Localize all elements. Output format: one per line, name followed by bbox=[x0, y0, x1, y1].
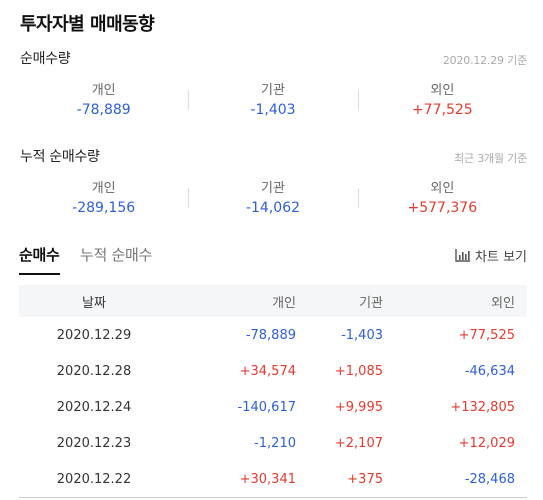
header-foreign: 외인 bbox=[491, 295, 515, 311]
row-institution: +2,107 bbox=[334, 435, 383, 451]
cumulative-institution: 기관 -14,062 bbox=[188, 176, 357, 220]
cumulative-volume-date: 최근 3개월 기준 bbox=[454, 152, 527, 165]
cumulative-volume-summary: 개인 -289,156 기관 -14,062 외인 +577,376 bbox=[19, 176, 527, 220]
row-foreign: -46,634 bbox=[464, 363, 515, 379]
summary-label: 기관 bbox=[261, 83, 285, 98]
tab-cumulative-net-buy[interactable]: 누적 순매수 bbox=[80, 246, 152, 264]
table-row: 2020.12.24 -140,617 +9,995 +132,805 bbox=[19, 389, 527, 425]
row-individual: -140,617 bbox=[237, 399, 296, 415]
tab-bar: 순매수 누적 순매수 차트 보기 bbox=[19, 240, 527, 275]
tab-net-buy[interactable]: 순매수 bbox=[19, 244, 60, 275]
row-date: 2020.12.22 bbox=[56, 471, 132, 487]
cumulative-volume-title: 누적 순매수량 bbox=[20, 149, 100, 165]
summary-value: -1,403 bbox=[250, 102, 296, 118]
summary-value: +77,525 bbox=[411, 102, 473, 118]
row-individual: -78,889 bbox=[245, 327, 296, 343]
table-row: 2020.12.29 -78,889 -1,403 +77,525 bbox=[19, 317, 527, 353]
row-institution: -1,403 bbox=[341, 327, 383, 343]
summary-individual: 개인 -78,889 bbox=[19, 78, 188, 122]
row-foreign: -28,468 bbox=[464, 471, 515, 487]
summary-label: 외인 bbox=[430, 83, 455, 98]
trading-table: 날짜 개인 기관 외인 2020.12.29 -78,889 -1,403 +77,5… bbox=[19, 285, 527, 498]
table-bottom-border bbox=[19, 497, 527, 498]
summary-label: 개인 bbox=[91, 83, 116, 98]
row-date: 2020.12.24 bbox=[56, 399, 132, 415]
chart-view-button[interactable]: 차트 보기 bbox=[455, 246, 527, 265]
row-institution: +375 bbox=[347, 471, 383, 487]
row-date: 2020.12.23 bbox=[56, 435, 132, 451]
summary-value: -289,156 bbox=[72, 200, 136, 216]
summary-institution: 기관 -1,403 bbox=[188, 78, 357, 122]
summary-value: +577,376 bbox=[407, 200, 478, 216]
row-institution: +1,085 bbox=[334, 363, 383, 379]
table-body: 2020.12.29 -78,889 -1,403 +77,525 2020.12.28… bbox=[19, 317, 527, 497]
summary-label: 개인 bbox=[91, 181, 116, 196]
row-date: 2020.12.29 bbox=[56, 327, 132, 343]
summary-label: 외인 bbox=[430, 181, 455, 196]
summary-foreign: 외인 +77,525 bbox=[357, 78, 527, 122]
summary-value: -78,889 bbox=[76, 102, 131, 118]
header-individual: 개인 bbox=[272, 295, 296, 311]
row-date: 2020.12.28 bbox=[56, 363, 132, 379]
bar-chart-icon bbox=[455, 249, 471, 262]
summary-label: 기관 bbox=[261, 181, 285, 196]
row-foreign: +77,525 bbox=[458, 327, 515, 343]
net-volume-summary: 개인 -78,889 기관 -1,403 외인 +77,525 bbox=[19, 78, 527, 122]
net-volume-title: 순매수량 bbox=[20, 51, 71, 67]
row-individual: +30,341 bbox=[239, 471, 296, 487]
row-institution: +9,995 bbox=[334, 399, 383, 415]
row-foreign: +132,805 bbox=[450, 399, 515, 415]
table-header: 날짜 개인 기관 외인 bbox=[19, 285, 527, 317]
chart-view-label: 차트 보기 bbox=[475, 250, 527, 265]
table-row: 2020.12.22 +30,341 +375 -28,468 bbox=[19, 461, 527, 497]
page-title: 투자자별 매매동향 bbox=[20, 14, 155, 35]
table-row: 2020.12.23 -1,210 +2,107 +12,029 bbox=[19, 425, 527, 461]
header-date: 날짜 bbox=[82, 295, 106, 311]
row-individual: -1,210 bbox=[254, 435, 296, 451]
row-individual: +34,574 bbox=[239, 363, 296, 379]
cumulative-foreign: 외인 +577,376 bbox=[357, 176, 527, 220]
net-volume-date: 2020.12.29 기준 bbox=[442, 54, 527, 67]
summary-value: -14,062 bbox=[245, 200, 301, 216]
table-row: 2020.12.28 +34,574 +1,085 -46,634 bbox=[19, 353, 527, 389]
row-foreign: +12,029 bbox=[458, 435, 515, 451]
cumulative-individual: 개인 -289,156 bbox=[19, 176, 188, 220]
header-institution: 기관 bbox=[359, 295, 383, 311]
